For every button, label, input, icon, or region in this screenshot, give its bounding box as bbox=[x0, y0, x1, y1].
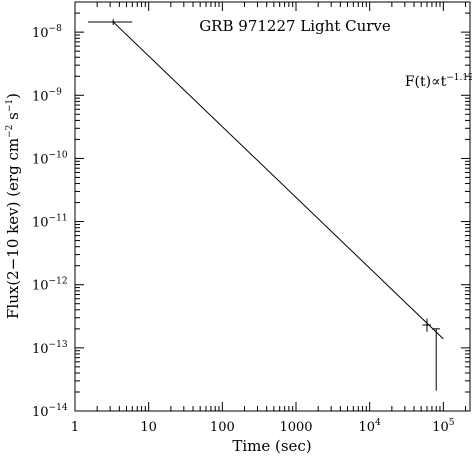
x-tick-label-base: 10 bbox=[359, 420, 376, 435]
annotation-symbol: ∝ bbox=[431, 74, 440, 90]
y-label-mid: s bbox=[4, 112, 22, 124]
y-label-exp1: −2 bbox=[5, 125, 15, 138]
y-label-close: ) bbox=[4, 93, 22, 99]
y-tick-label-base: 10 bbox=[32, 89, 49, 104]
x-tick-label-exp: 5 bbox=[449, 418, 455, 428]
data-point bbox=[87, 19, 133, 25]
data-point bbox=[431, 328, 440, 391]
x-tick-label-exp: 4 bbox=[375, 418, 381, 428]
y-tick-label: 10−8 bbox=[32, 24, 62, 41]
x-tick-label: 1000 bbox=[279, 420, 312, 435]
x-tick-label-base: 100 bbox=[210, 420, 235, 435]
y-tick-label: 10−9 bbox=[32, 87, 62, 104]
data-point bbox=[422, 318, 432, 332]
y-label-main: Flux(2−10 kev) (erg cm bbox=[4, 138, 22, 319]
y-tick-label-base: 10 bbox=[32, 342, 49, 357]
fit-annotation: F(t)∝t−1.12 bbox=[405, 73, 472, 90]
y-tick-label-exp: −9 bbox=[49, 87, 63, 97]
x-tick-label: 1 bbox=[71, 420, 79, 435]
x-tick-label: 10 bbox=[140, 420, 157, 435]
chart-title: GRB 971227 Light Curve bbox=[199, 17, 391, 35]
x-tick-label: 105 bbox=[432, 418, 455, 435]
x-tick-label-base: 1000 bbox=[279, 420, 312, 435]
x-axis-label: Time (sec) bbox=[232, 437, 311, 455]
x-tick-label-base: 10 bbox=[432, 420, 449, 435]
y-tick-label-base: 10 bbox=[32, 26, 49, 41]
data-marks bbox=[87, 19, 444, 391]
annotation-exponent: −1.12 bbox=[446, 73, 472, 83]
y-tick-label-exp: −8 bbox=[49, 24, 63, 34]
annotation-t: t bbox=[441, 74, 447, 90]
x-tick-label-base: 1 bbox=[71, 420, 79, 435]
y-tick-label-base: 10 bbox=[32, 152, 49, 167]
fit-line bbox=[112, 21, 444, 340]
tick-labels: 1 10 100 1000 104 10510−1410−1310−1210−1110−1… bbox=[32, 24, 455, 435]
x-tick-label: 104 bbox=[359, 418, 382, 435]
y-tick-label-exp: −11 bbox=[49, 214, 68, 224]
y-tick-label-exp: −14 bbox=[49, 403, 68, 413]
y-label-exp2: −1 bbox=[5, 99, 15, 112]
axis-ticks bbox=[74, 2, 470, 412]
annotation-prefix: F(t) bbox=[405, 74, 431, 90]
y-tick-label-exp: −13 bbox=[49, 340, 68, 350]
y-tick-label: 10−12 bbox=[32, 277, 68, 294]
y-tick-label: 10−13 bbox=[32, 340, 68, 357]
y-tick-label: 10−10 bbox=[32, 150, 68, 167]
y-tick-label: 10−11 bbox=[32, 214, 68, 231]
y-axis-label: Flux(2−10 kev) (erg cm−2 s−1) bbox=[4, 93, 22, 319]
plot-frame bbox=[74, 1, 471, 412]
y-tick-label-exp: −10 bbox=[49, 150, 68, 160]
x-tick-label: 100 bbox=[210, 420, 235, 435]
y-tick-label-base: 10 bbox=[32, 216, 49, 231]
x-tick-label-base: 10 bbox=[140, 420, 157, 435]
y-tick-label-base: 10 bbox=[32, 279, 49, 294]
y-tick-label: 10−14 bbox=[32, 403, 68, 420]
y-tick-label-base: 10 bbox=[32, 405, 49, 420]
y-tick-label-exp: −12 bbox=[49, 277, 68, 287]
